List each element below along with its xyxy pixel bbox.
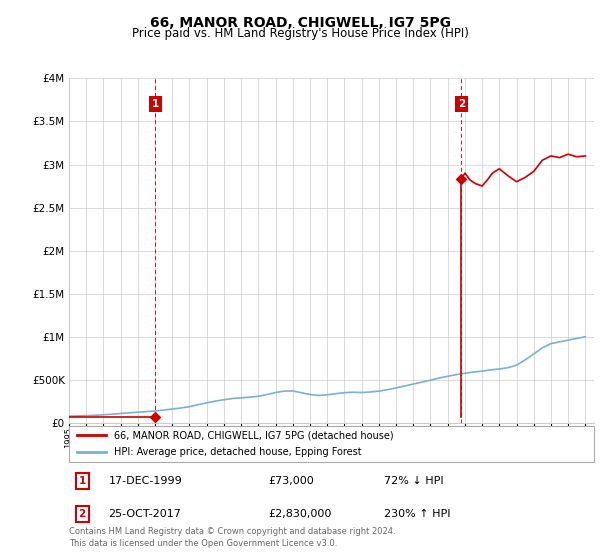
Text: 66, MANOR ROAD, CHIGWELL, IG7 5PG: 66, MANOR ROAD, CHIGWELL, IG7 5PG [149,16,451,30]
Point [150,412,160,421]
Text: 230% ↑ HPI: 230% ↑ HPI [384,509,451,519]
Text: 2: 2 [79,509,86,519]
Text: 2: 2 [458,99,465,109]
Text: 17-DEC-1999: 17-DEC-1999 [109,476,182,486]
Text: 1: 1 [79,476,86,486]
Text: £73,000: £73,000 [269,476,314,486]
Text: 1: 1 [151,99,158,109]
Text: 66, MANOR ROAD, CHIGWELL, IG7 5PG (detached house): 66, MANOR ROAD, CHIGWELL, IG7 5PG (detac… [113,431,393,440]
FancyBboxPatch shape [69,426,594,462]
Text: 25-OCT-2017: 25-OCT-2017 [109,509,181,519]
Text: Price paid vs. HM Land Registry's House Price Index (HPI): Price paid vs. HM Land Registry's House … [131,27,469,40]
Text: 72% ↓ HPI: 72% ↓ HPI [384,476,443,486]
Point [457,175,466,184]
Text: £2,830,000: £2,830,000 [269,509,332,519]
Text: HPI: Average price, detached house, Epping Forest: HPI: Average price, detached house, Eppi… [113,447,361,457]
Text: Contains HM Land Registry data © Crown copyright and database right 2024.
This d: Contains HM Land Registry data © Crown c… [69,527,395,548]
